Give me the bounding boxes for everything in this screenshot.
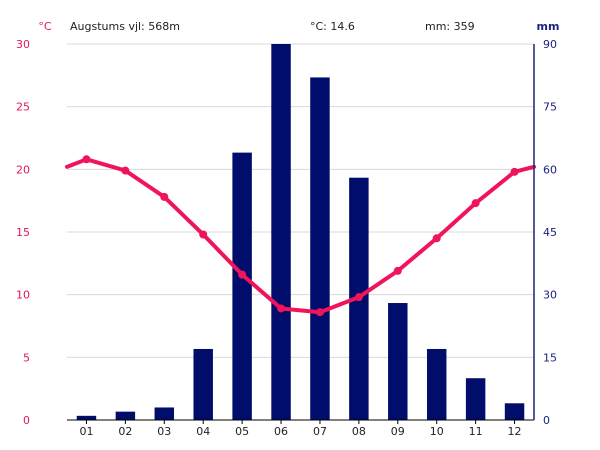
- precip-bar: [232, 152, 252, 420]
- axes: [67, 44, 535, 424]
- right-tick-label: 30: [543, 289, 557, 302]
- temp-point: [160, 192, 169, 201]
- x-tick-label: 09: [391, 425, 405, 438]
- left-tick-label: 20: [16, 163, 30, 176]
- gridlines: [67, 43, 534, 358]
- precip-bar: [193, 348, 213, 420]
- right-tick-label: 45: [543, 226, 557, 239]
- right-tick-label: 15: [543, 351, 557, 364]
- location-label: Augstums vjl: 568m: [70, 20, 180, 33]
- x-tick-label: 07: [313, 425, 327, 438]
- left-tick-label: 0: [23, 414, 30, 427]
- temp-point: [82, 155, 91, 164]
- temp-point: [315, 308, 324, 317]
- temp-point: [277, 304, 286, 313]
- precip-bar: [426, 348, 447, 420]
- precip-bar: [388, 303, 408, 420]
- right-unit-label: mm: [537, 20, 560, 33]
- x-tick-label: 04: [196, 425, 210, 438]
- x-tick-label: 03: [157, 425, 171, 438]
- temp-point: [199, 230, 208, 239]
- temp-point: [354, 293, 363, 302]
- right-tick-label: 90: [543, 38, 557, 51]
- left-tick-label: 30: [16, 38, 30, 51]
- x-tick-label: 11: [469, 425, 483, 438]
- temp-line-path: [65, 157, 536, 315]
- x-tick-label: 08: [352, 425, 366, 438]
- x-tick-label: 02: [118, 425, 132, 438]
- mean-temp-label: °C: 14.6: [310, 20, 355, 33]
- precip-bar: [76, 415, 97, 420]
- precip-bar: [115, 411, 136, 420]
- left-unit-label: °C: [38, 20, 52, 33]
- left-tick-label: 10: [16, 289, 30, 302]
- x-tick-label: 06: [274, 425, 288, 438]
- left-tick-label: 15: [16, 226, 30, 239]
- left-tick-label: 5: [23, 351, 30, 364]
- temp-line: [65, 155, 536, 317]
- x-tick-label: 01: [79, 425, 93, 438]
- total-precip-label: mm: 359: [425, 20, 475, 33]
- temp-point: [238, 270, 247, 279]
- precip-bar: [271, 44, 291, 420]
- x-tick-label: 10: [430, 425, 444, 438]
- precip-bar: [465, 378, 486, 420]
- right-tick-label: 60: [543, 163, 557, 176]
- precip-bar: [504, 403, 525, 420]
- temp-point: [432, 234, 441, 243]
- precip-bar: [154, 407, 175, 420]
- right-tick-label: 75: [543, 101, 557, 114]
- temp-point: [121, 166, 130, 175]
- temp-point: [510, 167, 519, 176]
- right-tick-label: 0: [543, 414, 550, 427]
- x-tick-label: 12: [508, 425, 522, 438]
- x-tick-label: 05: [235, 425, 249, 438]
- temp-point: [393, 266, 402, 275]
- precip-bar: [310, 77, 330, 420]
- precip-bars: [76, 44, 525, 420]
- left-tick-label: 25: [16, 101, 30, 114]
- temp-point: [471, 199, 480, 208]
